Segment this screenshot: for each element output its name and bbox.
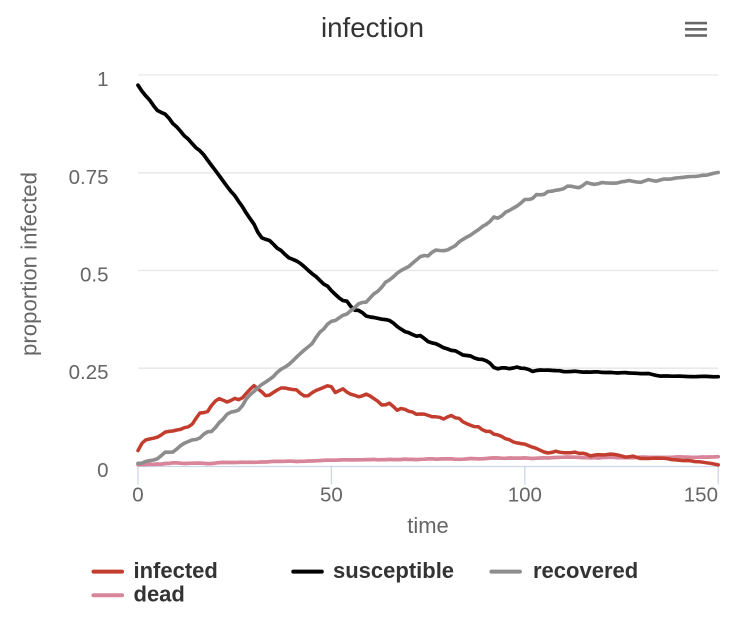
svg-text:0.5: 0.5 bbox=[80, 264, 109, 287]
svg-text:150: 150 bbox=[684, 484, 718, 507]
svg-text:0.75: 0.75 bbox=[69, 166, 109, 189]
svg-text:proportion infected: proportion infected bbox=[17, 172, 42, 356]
svg-text:infection: infection bbox=[321, 12, 424, 43]
svg-text:recovered: recovered bbox=[533, 558, 638, 583]
svg-text:infected: infected bbox=[134, 558, 218, 583]
svg-text:dead: dead bbox=[134, 582, 185, 607]
svg-text:0.25: 0.25 bbox=[69, 361, 109, 384]
svg-text:0: 0 bbox=[132, 484, 143, 507]
svg-text:1: 1 bbox=[97, 68, 108, 91]
svg-text:50: 50 bbox=[320, 484, 343, 507]
svg-text:0: 0 bbox=[97, 459, 108, 482]
svg-text:100: 100 bbox=[508, 484, 542, 507]
svg-text:time: time bbox=[407, 513, 449, 538]
svg-text:susceptible: susceptible bbox=[333, 558, 454, 583]
